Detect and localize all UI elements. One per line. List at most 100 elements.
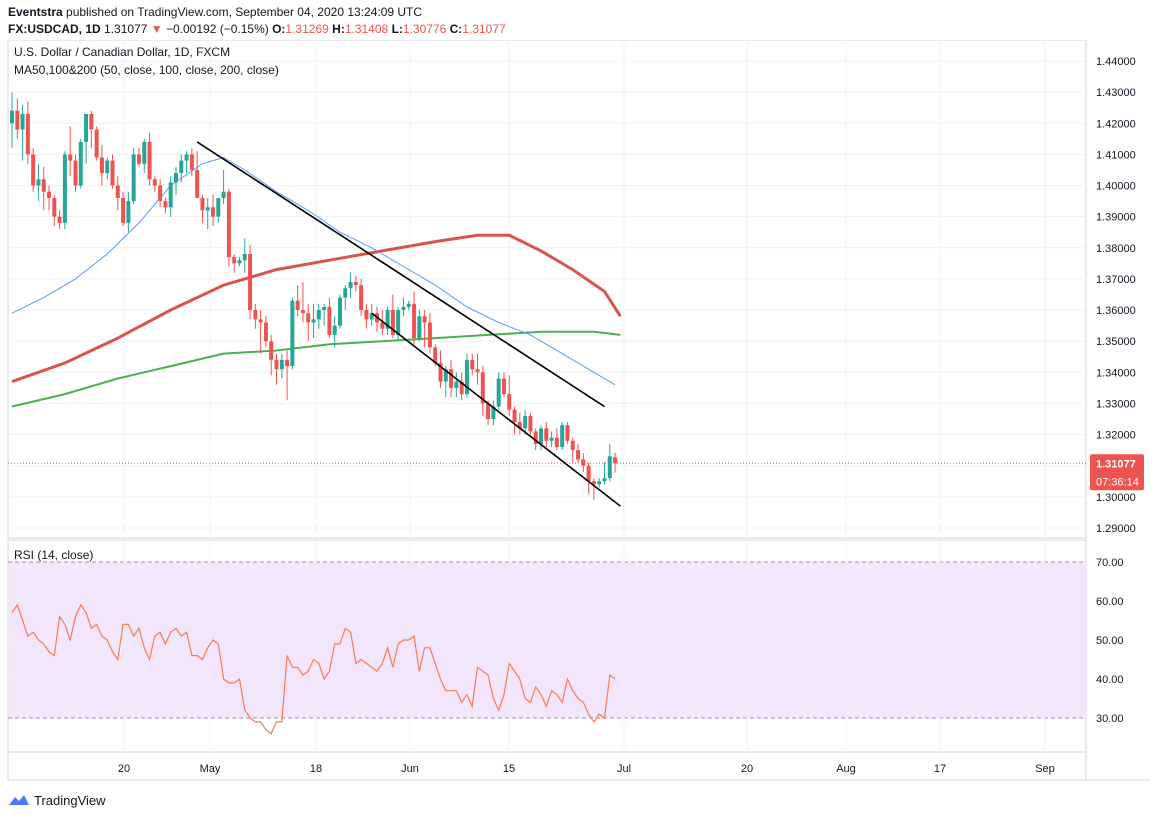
- candle-body: [89, 113, 94, 130]
- open-label: O:: [272, 22, 286, 36]
- candle-body: [84, 113, 89, 142]
- candle-body: [475, 369, 480, 373]
- candle-body: [433, 347, 438, 363]
- candle-body: [570, 440, 575, 451]
- x-tick-label: Aug: [836, 763, 856, 775]
- candle-body: [385, 310, 390, 329]
- candle-body: [184, 154, 189, 161]
- candle-body: [163, 201, 168, 208]
- price-tick-label: 1.40000: [1096, 181, 1136, 193]
- price-tick-label: 1.43000: [1096, 87, 1136, 99]
- candle-body: [369, 313, 374, 320]
- channel-lower-line[interactable]: [371, 312, 621, 507]
- price-pane[interactable]: [7, 40, 1087, 539]
- rsi-tick-label: 60.00: [1096, 596, 1124, 608]
- candle-body: [216, 197, 221, 217]
- candle-body: [52, 197, 57, 217]
- candle-body: [613, 457, 618, 464]
- candle-body: [565, 425, 570, 441]
- candle-body: [41, 179, 46, 192]
- candle-body: [147, 141, 152, 180]
- candle-body: [449, 369, 454, 388]
- candle-body: [517, 422, 522, 429]
- candle-body: [62, 154, 67, 223]
- candle-body: [295, 300, 300, 311]
- candle-body: [507, 394, 512, 410]
- price-tick-label: 1.36000: [1096, 305, 1136, 317]
- price-tick-label: 1.39000: [1096, 212, 1136, 224]
- candle-body: [380, 322, 385, 329]
- candle-body: [459, 381, 464, 395]
- candle-body: [348, 282, 353, 289]
- candle-body: [78, 141, 83, 186]
- price-tick-label: 1.44000: [1096, 56, 1136, 68]
- candle-body: [285, 359, 290, 367]
- last-price-badge: [1090, 454, 1144, 491]
- candle-body: [523, 415, 528, 429]
- candle-body: [211, 207, 216, 217]
- price-tick-label: 1.37000: [1096, 274, 1136, 286]
- candle-body: [560, 425, 565, 448]
- candle-body: [31, 154, 36, 186]
- candle-body: [290, 300, 295, 367]
- candle-body: [501, 378, 506, 395]
- candle-body: [158, 185, 163, 202]
- candle-body: [136, 154, 141, 164]
- candle-body: [607, 456, 612, 479]
- low-value: 1.30776: [402, 22, 447, 36]
- x-tick-label: 17: [934, 763, 946, 775]
- x-tick-label: Jun: [401, 763, 419, 775]
- down-arrow-icon: ▼: [150, 22, 163, 36]
- publisher-name[interactable]: Eventstra: [8, 5, 63, 19]
- chart-area[interactable]: 1.44000 1.43000 1.42000 1.41000 1.40000 1.390…: [0, 40, 1158, 782]
- candle-body: [581, 459, 586, 466]
- candle-body: [311, 319, 316, 323]
- price-tick-label: 1.34000: [1096, 367, 1136, 379]
- candle-body: [332, 325, 337, 335]
- ma-indicator-label: MA50,100&200 (50, close, 100, close, 200…: [14, 63, 279, 77]
- candle-body: [401, 306, 406, 311]
- candle-body: [343, 288, 348, 298]
- ma100-line: [11, 233, 622, 384]
- countdown-label: 07:36:14: [1096, 476, 1139, 488]
- candle-body: [586, 465, 591, 482]
- candle-body: [126, 201, 131, 223]
- candle-body: [528, 415, 533, 432]
- candle-body: [464, 359, 469, 395]
- channel-upper-line[interactable]: [196, 141, 605, 408]
- price-tick-label: 1.38000: [1096, 243, 1136, 255]
- rsi-tick-label: 40.00: [1096, 674, 1124, 686]
- low-label: L:: [391, 22, 403, 36]
- price-tick-label: 1.32000: [1096, 430, 1136, 442]
- last-price-label: 1.31077: [1096, 458, 1136, 470]
- candle-body: [396, 310, 401, 335]
- candle-body: [110, 160, 115, 186]
- candle-body: [73, 160, 78, 186]
- price-tick-label: 1.30000: [1096, 492, 1136, 504]
- candle-body: [179, 160, 184, 174]
- candle-body: [422, 316, 427, 323]
- close-label: C:: [449, 22, 463, 36]
- candle-body: [205, 207, 210, 211]
- candle-body: [597, 481, 602, 485]
- candle-body: [353, 282, 358, 286]
- x-tick-label: Sep: [1035, 763, 1055, 775]
- tradingview-branding[interactable]: TradingView: [8, 790, 106, 810]
- rsi-line: [11, 603, 616, 735]
- candle-body: [263, 322, 268, 342]
- candle-body: [253, 310, 258, 320]
- candle-body: [496, 378, 501, 407]
- candle-body: [427, 322, 432, 348]
- candle-body: [131, 154, 136, 202]
- candle-body: [322, 306, 327, 311]
- candle-body: [274, 359, 279, 370]
- x-tick-label: May: [200, 763, 221, 775]
- candle-body: [221, 191, 226, 198]
- candle-body: [576, 450, 581, 460]
- ma200-line: [11, 330, 621, 408]
- ma50-line: [11, 156, 616, 386]
- candle-body: [454, 381, 459, 388]
- candle-body: [486, 403, 491, 419]
- open-value: 1.31269: [285, 22, 329, 36]
- price-pane-title: U.S. Dollar / Canadian Dollar, 1D, FXCM: [14, 45, 230, 59]
